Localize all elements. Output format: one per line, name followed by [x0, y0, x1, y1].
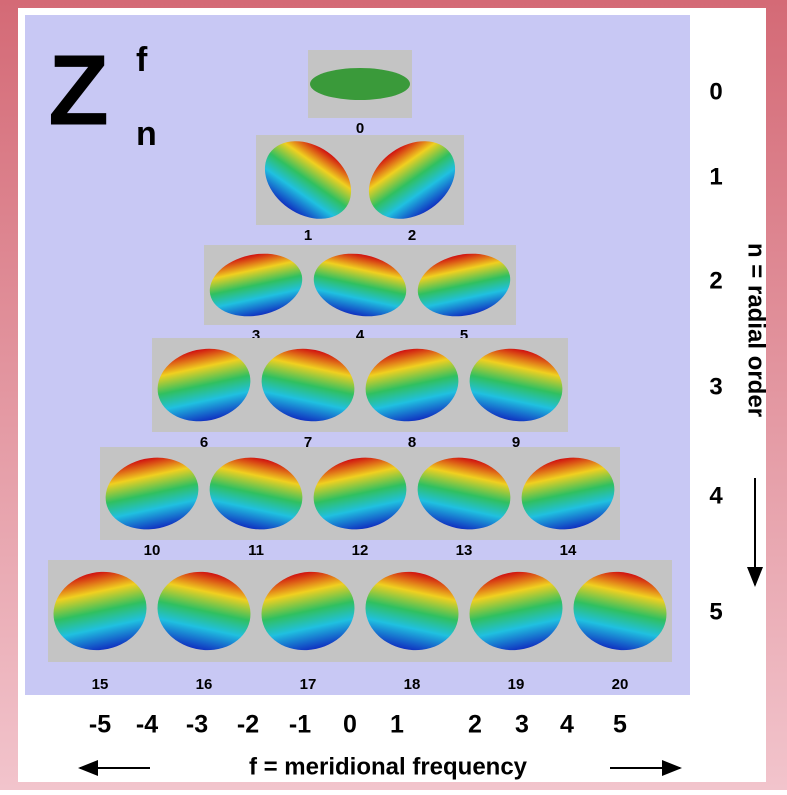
mode-label: 2 [408, 227, 416, 244]
frequency-label: 3 [515, 711, 529, 739]
frequency-label: -4 [136, 711, 158, 739]
mode-label: 20 [612, 676, 629, 693]
mode-label: 16 [196, 676, 213, 693]
mode-label: 14 [560, 542, 577, 559]
mode-label: 0 [356, 120, 364, 137]
frequency-label: -1 [289, 711, 311, 739]
frequency-label: -5 [89, 711, 111, 739]
mode-label: 15 [92, 676, 109, 693]
frequency-label: 4 [560, 711, 574, 739]
mode-label: 19 [508, 676, 525, 693]
mode-label: 11 [248, 542, 264, 559]
frequency-label: -3 [186, 711, 208, 739]
mode-label: 10 [144, 542, 161, 559]
radial-order-label: 5 [709, 598, 722, 625]
frequency-label: 5 [613, 711, 627, 739]
title-symbol: Z [48, 34, 109, 146]
radial-order-label: 3 [709, 373, 722, 400]
radial-axis-label: n = radial order [743, 243, 770, 417]
radial-order-label: 0 [709, 78, 722, 105]
title-superscript: f [136, 41, 148, 79]
frequency-label: 1 [390, 711, 404, 739]
radial-order-label: 1 [709, 163, 722, 190]
frequency-label: 0 [343, 711, 357, 739]
title-subscript: n [136, 115, 157, 153]
zernike-diagram: Z f n n = radial order f = meridional fr… [0, 0, 787, 790]
frequency-label: -2 [237, 711, 259, 739]
mode-surface [310, 68, 410, 100]
mode-label: 13 [456, 542, 473, 559]
radial-order-label: 4 [709, 482, 723, 509]
mode-label: 17 [300, 676, 317, 693]
frequency-axis-label: f = meridional frequency [249, 753, 528, 780]
mode-label: 12 [352, 542, 369, 559]
frequency-label: 2 [468, 711, 482, 739]
mode-label: 18 [404, 676, 421, 693]
mode-label: 1 [304, 227, 312, 244]
radial-order-label: 2 [709, 267, 722, 294]
